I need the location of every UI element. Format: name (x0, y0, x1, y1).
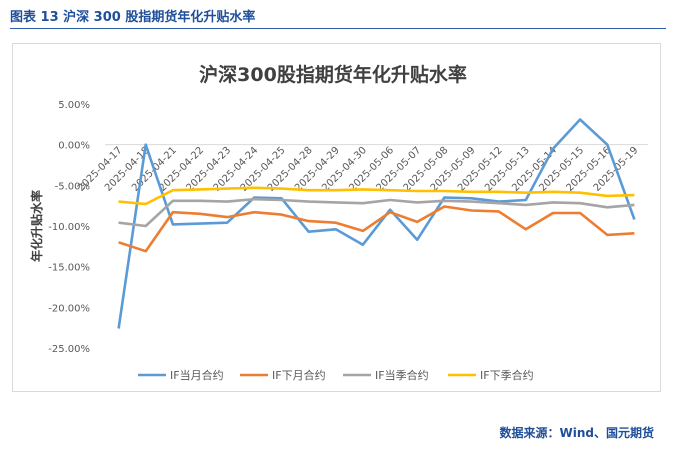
y-axis-ticks: 5.00% 0.00% -5.00% -10.00% -15.00% -20.00% -25… (48, 100, 90, 355)
y-tick-label: -5.00% (55, 181, 90, 192)
chart-frame: 沪深300股指期货年化升贴水率 年化升贴水率 5.00% 0.00% -5.00% -… (12, 43, 661, 392)
chart-title: 沪深300股指期货年化升贴水率 (199, 63, 467, 86)
y-tick-label: -15.00% (48, 263, 90, 274)
y-tick-label: -20.00% (48, 303, 90, 314)
legend: IF当月合约 IF下月合约 IF当季合约 IF下季合约 (138, 368, 534, 382)
figure-caption: 图表 13 沪深 300 股指期货年化升贴水率 (10, 10, 256, 25)
source-note: 数据来源：Wind、国元期货 (499, 426, 654, 440)
series-lines (117, 118, 636, 329)
y-tick-label: 0.00% (58, 141, 90, 152)
legend-label: IF当月合约 (170, 368, 224, 382)
series-line-0 (117, 118, 636, 329)
series-line-1 (118, 205, 635, 253)
legend-label: IF下月合约 (272, 368, 326, 382)
y-tick-label: 5.00% (58, 100, 90, 111)
series-line-3 (118, 186, 635, 206)
caption-divider (10, 28, 666, 29)
y-axis-label: 年化升贴水率 (29, 190, 44, 262)
series-line-2 (118, 197, 635, 228)
legend-label: IF下季合约 (480, 368, 534, 382)
y-tick-label: -25.00% (48, 344, 90, 355)
legend-label: IF当季合约 (375, 368, 429, 382)
line-chart: 沪深300股指期货年化升贴水率 年化升贴水率 5.00% 0.00% -5.00% -… (29, 63, 648, 382)
y-tick-label: -10.00% (48, 222, 90, 233)
